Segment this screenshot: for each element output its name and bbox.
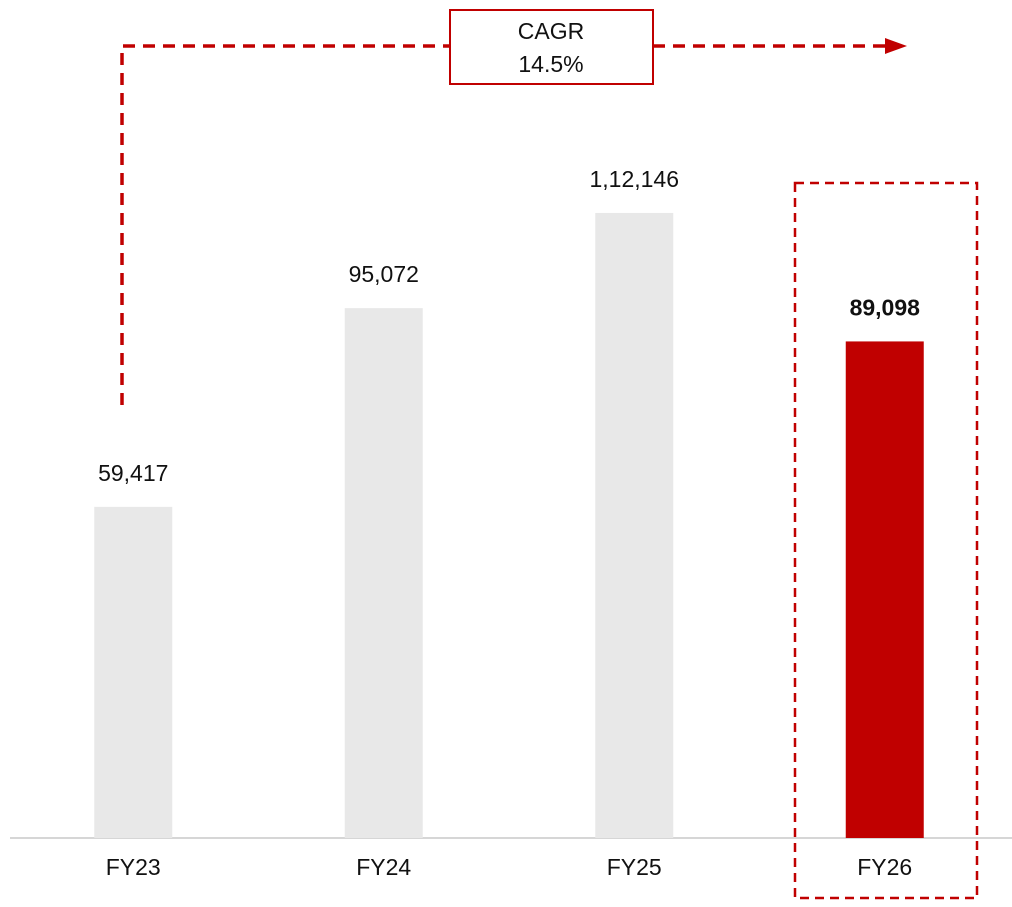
x-tick-label: FY26 — [857, 854, 912, 880]
value-label: 89,098 — [850, 295, 921, 321]
x-tick-label: FY25 — [607, 854, 662, 880]
x-tick-label: FY24 — [356, 854, 411, 880]
bar — [344, 308, 423, 838]
cagr-box — [449, 9, 654, 85]
x-tick-label: FY23 — [106, 854, 161, 880]
bar — [94, 506, 173, 838]
bar — [845, 341, 924, 838]
value-label: 95,072 — [349, 261, 419, 287]
cagr-arrow-head — [885, 38, 907, 54]
cagr-label: CAGR — [518, 18, 584, 44]
highlight-box — [793, 181, 979, 900]
bar — [595, 212, 674, 838]
value-label: 59,417 — [98, 460, 168, 486]
value-label: 1,12,146 — [589, 166, 679, 192]
cagr-value: 14.5% — [518, 51, 583, 77]
